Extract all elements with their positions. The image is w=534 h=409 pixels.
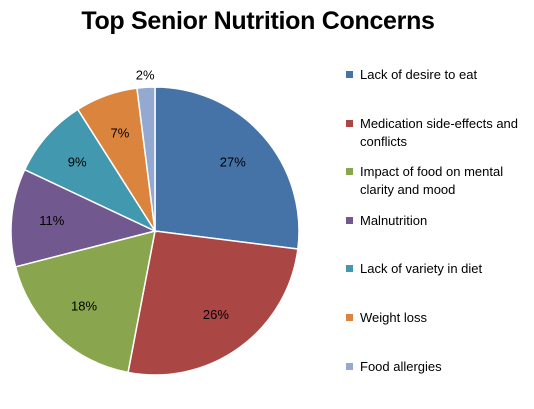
legend-swatch-1 <box>346 71 353 78</box>
chart-title: Top Senior Nutrition Concerns <box>81 7 435 35</box>
legend-label-2: Medication side-effects and conflicts <box>360 115 519 149</box>
pie-slice-4 <box>10 168 158 268</box>
legend-swatch-7 <box>346 362 353 370</box>
legend-label-6: Weight loss <box>360 310 427 325</box>
legend-label-5: Lack of variety in diet <box>360 261 483 277</box>
legend-swatch-6 <box>346 314 353 321</box>
slice-data-label-2: 26% <box>203 307 229 322</box>
legend-label-3: Impact of food on mental clarity and moo… <box>360 164 504 198</box>
pie-slice-7 <box>136 86 156 232</box>
pie-slice-5 <box>23 108 158 233</box>
slice-data-label-1: 27% <box>220 154 246 169</box>
legend-label-4: Malnutrition <box>360 212 428 228</box>
slice-data-label-7: 2% <box>136 67 155 82</box>
slice-data-label-4: 11% <box>39 213 64 228</box>
legend-swatch-4 <box>346 216 353 224</box>
slice-data-label-6: 7% <box>111 125 130 140</box>
legend-swatch-3 <box>346 168 353 176</box>
pie-slice-1 <box>154 86 300 250</box>
pie-slice-2 <box>127 230 299 376</box>
slice-data-label-5: 9% <box>68 154 87 169</box>
legend-swatch-5 <box>346 265 353 273</box>
slice-data-label-3: 18% <box>71 299 97 314</box>
pie-slice-3 <box>14 229 156 374</box>
legend-label-7: Food allergies <box>360 358 442 374</box>
legend-swatch-2 <box>346 119 353 127</box>
legend-label-1: Lack of desire to eat <box>360 67 478 82</box>
